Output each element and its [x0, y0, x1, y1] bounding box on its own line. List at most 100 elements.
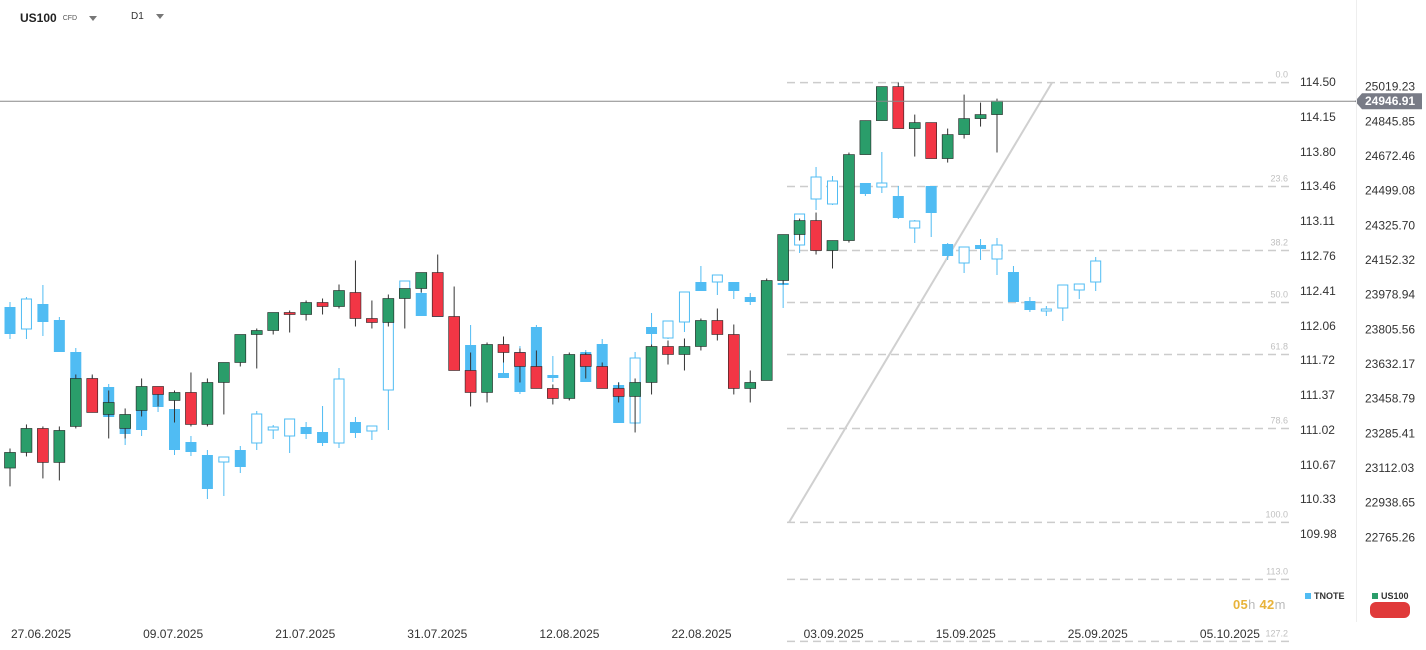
tnote-candle	[498, 360, 509, 378]
legend-swatch-us100	[1372, 593, 1378, 599]
fib-label-38.2: 38.2	[1270, 238, 1288, 248]
tnote-body	[695, 282, 707, 291]
current-price-badge: 24946.91	[1355, 93, 1422, 110]
us100-candle	[678, 338, 691, 371]
us100-body	[398, 288, 411, 299]
us100-candle	[876, 86, 888, 121]
us100-body	[695, 320, 707, 347]
tnote-body	[1024, 301, 1036, 310]
us100-candle	[481, 342, 493, 403]
us100-tick-label: 23805.56	[1365, 322, 1415, 336]
us100-candle	[514, 348, 526, 383]
tnote-body	[1057, 284, 1069, 309]
fib-trendline	[788, 82, 1053, 523]
us100-candle	[102, 390, 115, 439]
tnote-candle	[810, 167, 822, 210]
us100-body	[826, 240, 839, 251]
us100-candle	[53, 426, 66, 481]
tnote-candle	[975, 239, 987, 260]
x-tick-label: 12.08.2025	[539, 627, 599, 641]
us100-tick-label: 23285.41	[1365, 426, 1415, 440]
fib-label-113.0: 113.0	[1266, 566, 1288, 576]
sell-button[interactable]	[1370, 602, 1410, 618]
legend-label-tnote: TNOTE	[1314, 591, 1345, 601]
tnote-body	[169, 409, 180, 450]
tnote-candle	[4, 302, 16, 339]
us100-body	[349, 292, 362, 319]
chart-toolbar: US100 CFD D1	[0, 0, 300, 36]
tnote-body	[267, 426, 279, 431]
x-tick-label: 15.09.2025	[936, 627, 996, 641]
us100-candle	[760, 278, 773, 381]
us100-tick-label: 23458.79	[1365, 392, 1415, 406]
tnote-candle	[185, 436, 197, 456]
tnote-body	[349, 422, 361, 433]
us100-body	[563, 354, 576, 399]
us100-candle	[859, 120, 872, 155]
fib-label-0.0: 0.0	[1275, 70, 1288, 80]
us100-candle	[612, 382, 625, 403]
tnote-tick-label: 110.67	[1300, 458, 1336, 472]
us100-candle	[727, 324, 740, 395]
us100-body	[267, 312, 280, 331]
tnote-body	[613, 385, 625, 423]
x-tick-label: 09.07.2025	[143, 627, 203, 641]
x-tick-label: 25.09.2025	[1068, 627, 1128, 641]
tnote-body	[958, 246, 970, 264]
us100-candle	[316, 298, 329, 315]
tnote-body	[300, 427, 312, 434]
symbol-selector[interactable]: US100 CFD	[20, 11, 98, 25]
us100-body	[974, 114, 987, 119]
tnote-candle	[1057, 284, 1069, 321]
us100-body	[382, 298, 395, 323]
tnote-candle	[942, 243, 954, 260]
tnote-candle	[744, 293, 756, 305]
us100-body	[958, 118, 970, 135]
tnote-body	[251, 413, 263, 444]
us100-candle	[185, 372, 197, 427]
us100-body	[925, 122, 938, 159]
us100-candle	[250, 328, 263, 369]
tnote-body	[1007, 272, 1019, 302]
countdown-h-unit: h	[1248, 597, 1256, 612]
tnote-candle	[827, 176, 838, 205]
us100-candle	[744, 370, 757, 403]
tnote-body	[20, 298, 32, 330]
fib-label-78.6: 78.6	[1270, 415, 1288, 425]
legend-tnote[interactable]: TNOTE	[1305, 591, 1345, 601]
tnote-body	[317, 432, 329, 443]
time-axis[interactable]: 27.06.2025 09.07.2025 21.07.2025 31.07.2025…	[11, 627, 1260, 641]
us100-candle	[464, 352, 477, 407]
us100-body	[37, 428, 49, 463]
us100-candle	[234, 334, 247, 367]
tnote-body	[1040, 308, 1052, 312]
us100-candle	[119, 408, 131, 439]
tnote-tick-label: 111.37	[1300, 388, 1335, 402]
us100-body	[316, 302, 329, 307]
us100-body	[283, 312, 296, 315]
us100-candle	[974, 102, 987, 127]
tnote-tick-label: 112.76	[1300, 249, 1336, 263]
tnote-tick-label: 113.80	[1300, 145, 1336, 159]
tnote-body	[876, 182, 888, 188]
tnote-body	[678, 291, 690, 323]
legend-us100[interactable]: US100	[1372, 591, 1409, 601]
us100-body	[415, 272, 428, 289]
price-axes[interactable]: 114.50 114.15 113.80 113.46 113.11 112.76 112.…	[1300, 75, 1422, 544]
tnote-body	[53, 320, 65, 352]
us100-body	[168, 392, 181, 401]
us100-body	[4, 452, 16, 469]
us100-body	[662, 346, 674, 355]
us100-candle	[843, 152, 855, 243]
tnote-tick-label: 114.50	[1300, 75, 1336, 89]
tnote-body	[185, 442, 197, 452]
tnote-body	[662, 320, 674, 339]
tnote-body	[1073, 283, 1085, 291]
tnote-tick-label: 111.72	[1300, 353, 1335, 367]
tnote-candle	[284, 418, 296, 453]
tnote-candle	[662, 320, 674, 339]
timeframe-selector[interactable]: D1	[131, 11, 164, 22]
tnote-candle	[333, 368, 345, 448]
us100-body	[908, 122, 921, 129]
